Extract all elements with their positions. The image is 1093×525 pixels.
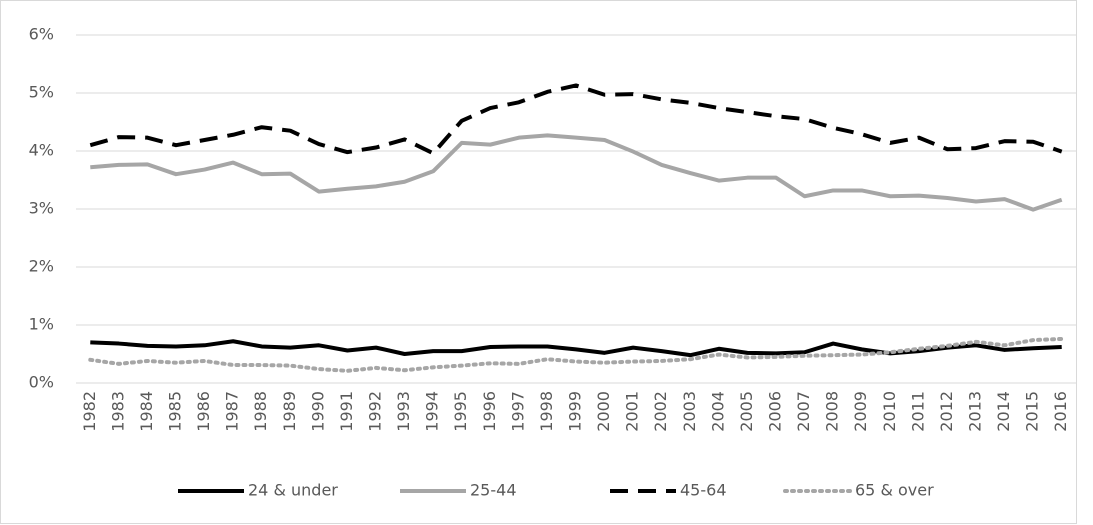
x-tick-label: 2015 (1023, 391, 1042, 432)
x-tick-label: 1995 (451, 391, 470, 432)
x-tick-label: 2016 (1051, 391, 1070, 432)
x-tick-label: 2002 (651, 391, 670, 432)
x-tick-label: 2013 (966, 391, 985, 432)
y-tick-label: 5% (29, 83, 54, 102)
x-tick-label: 2001 (623, 391, 642, 432)
x-tick-label: 1994 (423, 391, 442, 432)
y-tick-label: 2% (29, 257, 54, 276)
x-tick-label: 1997 (508, 391, 527, 432)
x-tick-label: 2006 (766, 391, 785, 432)
x-tick-label: 1988 (251, 391, 270, 432)
x-tick-label: 1982 (80, 391, 99, 432)
x-tick-label: 1998 (537, 391, 556, 432)
y-tick-label: 1% (29, 315, 54, 334)
x-tick-label: 1993 (394, 391, 413, 432)
x-tick-label: 1987 (223, 391, 242, 432)
legend-label: 24 & under (248, 481, 338, 500)
x-tick-label: 2010 (880, 391, 899, 432)
x-tick-label: 2004 (708, 391, 727, 432)
y-tick-label: 4% (29, 141, 54, 160)
x-tick-label: 1999 (566, 391, 585, 432)
x-tick-label: 2011 (908, 391, 927, 432)
x-tick-label: 1986 (194, 391, 213, 432)
series-line (88, 336, 1064, 373)
series-line (90, 133, 1063, 212)
x-tick-label: 2007 (794, 391, 813, 432)
legend-label: 25-44 (470, 481, 517, 500)
x-tick-label: 1991 (337, 391, 356, 432)
y-tick-label: 3% (29, 199, 54, 218)
x-tick-label: 1984 (137, 391, 156, 432)
legend-label: 65 & over (855, 481, 934, 500)
x-tick-label: 1989 (280, 391, 299, 432)
x-tick-label: 1983 (108, 391, 127, 432)
x-tick-label: 1996 (480, 391, 499, 432)
x-tick-label: 2012 (937, 391, 956, 432)
x-tick-label: 1990 (308, 391, 327, 432)
series-line (89, 83, 1063, 156)
y-tick-label: 0% (29, 373, 54, 392)
legend-label: 45-64 (680, 481, 727, 500)
x-tick-label: 2005 (737, 391, 756, 432)
x-tick-label: 2000 (594, 391, 613, 432)
x-tick-label: 1985 (166, 391, 185, 432)
x-tick-label: 2009 (851, 391, 870, 432)
x-tick-label: 2003 (680, 391, 699, 432)
x-tick-label: 2014 (994, 391, 1013, 432)
x-tick-label: 1992 (366, 391, 385, 432)
x-tick-label: 2008 (823, 391, 842, 432)
y-tick-label: 6% (29, 25, 54, 44)
